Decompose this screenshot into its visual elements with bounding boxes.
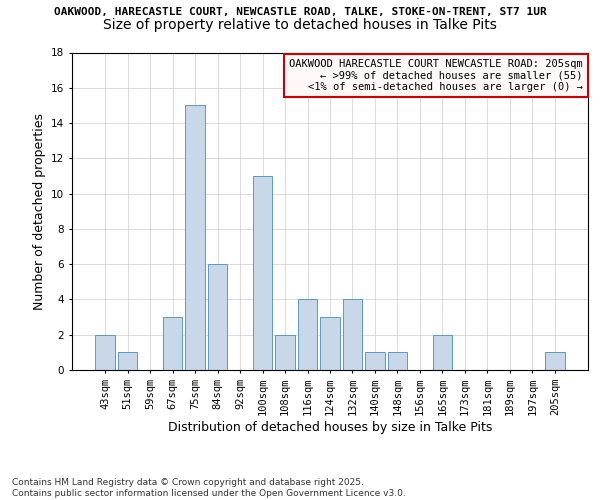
Text: OAKWOOD, HARECASTLE COURT, NEWCASTLE ROAD, TALKE, STOKE-ON-TRENT, ST7 1UR: OAKWOOD, HARECASTLE COURT, NEWCASTLE ROA… — [53, 8, 547, 18]
Text: Contains HM Land Registry data © Crown copyright and database right 2025.
Contai: Contains HM Land Registry data © Crown c… — [12, 478, 406, 498]
Bar — [388, 352, 407, 370]
Bar — [545, 352, 565, 370]
Text: Size of property relative to detached houses in Talke Pits: Size of property relative to detached ho… — [103, 18, 497, 32]
Bar — [320, 317, 340, 370]
Bar — [343, 300, 362, 370]
Bar — [433, 334, 452, 370]
Bar — [253, 176, 272, 370]
Bar — [163, 317, 182, 370]
Bar — [208, 264, 227, 370]
Bar — [95, 334, 115, 370]
Bar — [118, 352, 137, 370]
X-axis label: Distribution of detached houses by size in Talke Pits: Distribution of detached houses by size … — [168, 420, 492, 434]
Bar — [298, 300, 317, 370]
Text: OAKWOOD HARECASTLE COURT NEWCASTLE ROAD: 205sqm
← >99% of detached houses are sm: OAKWOOD HARECASTLE COURT NEWCASTLE ROAD:… — [289, 59, 583, 92]
Bar — [365, 352, 385, 370]
Y-axis label: Number of detached properties: Number of detached properties — [32, 113, 46, 310]
Bar — [185, 106, 205, 370]
Bar — [275, 334, 295, 370]
